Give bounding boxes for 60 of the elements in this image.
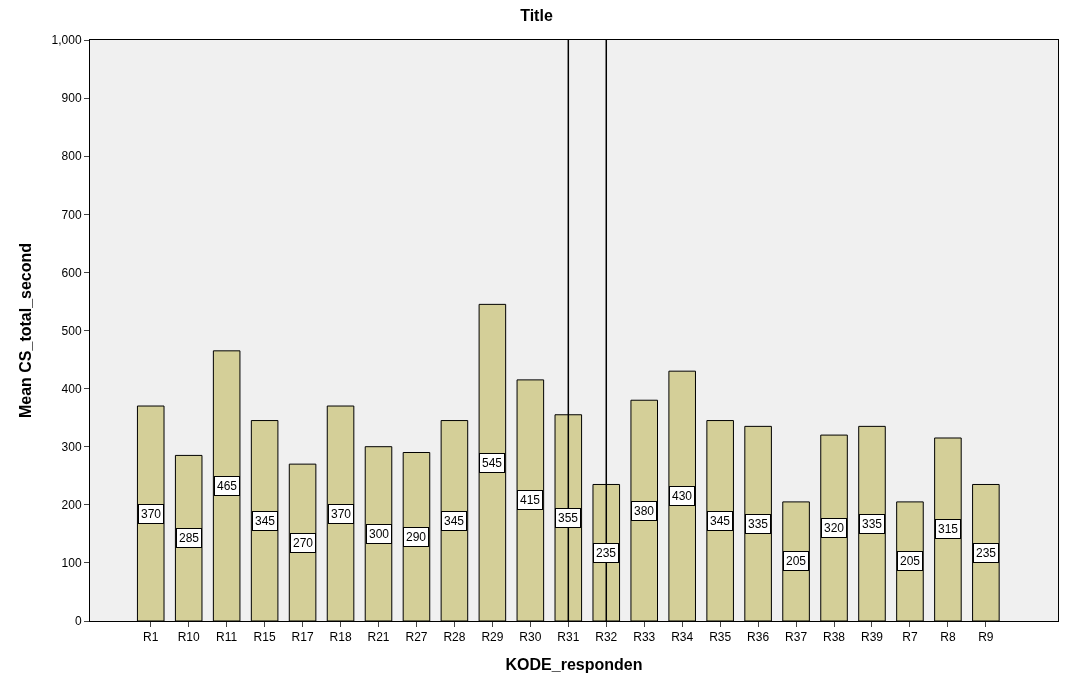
y-tick-label: 300 [61,439,82,454]
y-tick-label: 600 [61,265,82,280]
data-label: 270 [293,536,314,550]
x-tick-label: R9 [978,630,994,645]
data-label: 235 [596,546,617,560]
x-tick-label: R8 [940,630,956,645]
y-tick-label: 800 [61,149,82,164]
y-tick-label: 200 [61,498,82,512]
x-tick-label: R34 [671,630,694,645]
x-tick-label: R10 [177,630,201,645]
data-label: 345 [255,514,276,528]
x-tick-label: R35 [709,630,732,645]
x-tick-label: R38 [823,630,846,645]
x-tick-label: R36 [747,630,770,645]
y-axis-title: Mean CS_total_second [17,242,35,419]
data-label: 355 [558,511,579,525]
data-label: 320 [824,521,845,535]
y-tick-label: 400 [61,381,82,396]
data-label: 205 [900,554,921,568]
x-tick-label: R21 [367,630,390,645]
data-label: 205 [786,554,807,568]
x-tick-label: R11 [216,630,238,645]
data-label: 415 [520,493,541,507]
x-tick-label: R17 [291,630,314,645]
data-label: 380 [634,504,655,518]
data-label: 315 [938,522,959,536]
x-tick-label: R32 [595,630,618,645]
x-tick-label: R18 [329,630,352,645]
x-tick-label: R7 [902,630,918,645]
x-tick-label: R15 [253,630,276,645]
y-tick-label: 700 [61,207,82,222]
x-tick-label: R37 [785,630,808,645]
data-label: 290 [406,530,427,544]
data-label: 370 [141,507,162,521]
y-tick-label: 900 [61,91,82,106]
x-tick-label: R31 [557,630,580,645]
x-tick-label: R29 [481,630,504,645]
data-label: 545 [482,456,503,470]
data-label: 430 [672,489,693,503]
x-axis-title: KODE_responden [505,656,643,674]
x-tick-label: R28 [443,630,466,645]
data-label: 345 [444,514,465,528]
x-tick-label: R39 [860,630,884,645]
data-label: 235 [976,546,997,560]
x-tick-label: R33 [633,630,656,645]
x-tick-label: R30 [519,630,542,645]
y-tick-label: 100 [61,556,82,571]
data-label: 465 [217,479,238,493]
y-tick-label: 1,000 [51,33,82,48]
x-tick-label: R27 [405,630,428,645]
data-label: 335 [748,517,769,531]
y-tick-label: 500 [61,323,82,338]
data-label: 335 [862,517,883,531]
data-label: 370 [331,507,352,521]
data-label: 345 [710,514,731,528]
chart-title: Title [520,7,553,25]
data-label: 300 [369,527,390,541]
data-label: 285 [179,531,200,545]
y-tick-label: 0 [74,614,82,629]
x-tick-label: R1 [143,630,159,645]
